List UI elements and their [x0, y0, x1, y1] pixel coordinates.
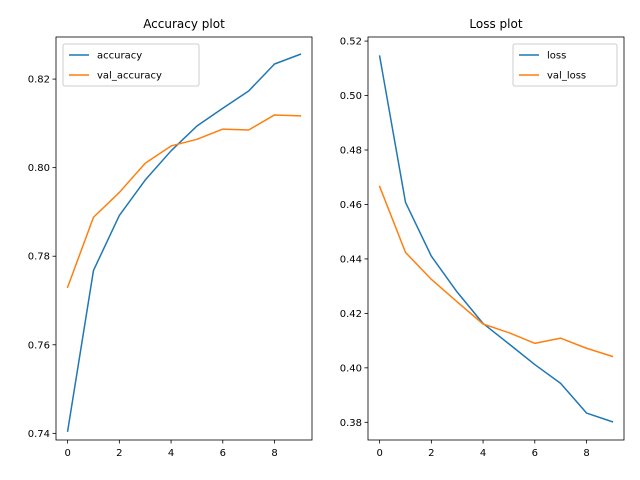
- series-line-loss: [378, 55, 614, 423]
- y-tick-label: 0.38: [340, 418, 362, 429]
- x-tick-label: 8: [271, 448, 277, 459]
- axes-frame: [367, 36, 625, 441]
- y-tick-label: 0.76: [28, 340, 50, 351]
- y-tick-label: 0.44: [340, 254, 362, 265]
- legend-label-accuracy: accuracy: [97, 51, 142, 62]
- axes-frame: [55, 36, 313, 441]
- x-tick-label: 6: [532, 448, 538, 459]
- x-tick-label: 4: [168, 448, 174, 459]
- x-tick-label: 0: [64, 448, 70, 459]
- chart-title: Accuracy plot: [143, 17, 225, 31]
- y-tick-label: 0.52: [340, 37, 362, 48]
- y-tick-label: 0.40: [340, 363, 362, 374]
- y-tick-label: 0.48: [340, 146, 362, 157]
- x-tick-label: 8: [583, 448, 589, 459]
- x-tick-label: 0: [376, 448, 382, 459]
- legend-label-loss: loss: [547, 51, 566, 62]
- chart-panel-1: Loss plot 0 2 4 6 8 0.38 0.40 0.42 0.44 0.46 0.48 0.…: [340, 17, 625, 459]
- y-tick-label: 0.46: [340, 200, 362, 211]
- chart-panel-0: Accuracy plot 0 2 4 6 8 0.74 0.76 0.78 0.80 0.82 ac…: [28, 17, 313, 459]
- series-line-accuracy: [66, 53, 302, 432]
- y-tick-label: 0.50: [340, 91, 362, 102]
- x-tick-label: 4: [480, 448, 486, 459]
- chart-title: Loss plot: [469, 17, 522, 31]
- x-tick-label: 6: [220, 448, 226, 459]
- x-tick-label: 2: [116, 448, 122, 459]
- y-tick-label: 0.78: [28, 252, 50, 263]
- x-tick-label: 2: [428, 448, 434, 459]
- legend-label-val_loss: val_loss: [547, 71, 586, 82]
- legend: accuracy val_accuracy: [62, 43, 200, 87]
- y-tick-label: 0.74: [28, 429, 50, 440]
- legend-label-val_accuracy: val_accuracy: [97, 71, 162, 82]
- legend: loss val_loss: [512, 43, 618, 87]
- y-tick-label: 0.82: [28, 75, 50, 86]
- legend-box: [62, 43, 200, 87]
- series-line-val_loss: [378, 185, 614, 358]
- series-line-val_accuracy: [66, 114, 302, 289]
- y-tick-label: 0.42: [340, 309, 362, 320]
- y-tick-label: 0.80: [28, 163, 50, 174]
